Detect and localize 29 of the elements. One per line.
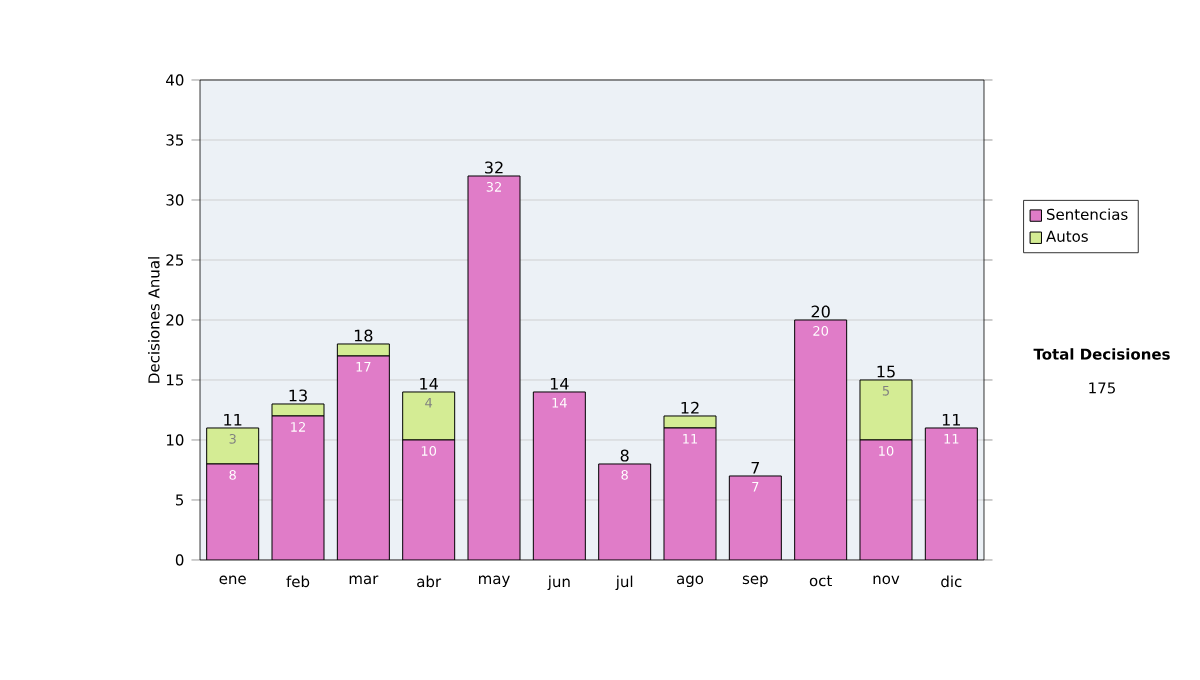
bar [794,319,847,560]
bar [402,391,456,441]
bar [206,463,259,560]
bar [729,475,782,560]
total-label: 7 [751,461,760,474]
bar [664,427,716,560]
bar [336,343,390,357]
total-label: 11 [224,413,242,426]
total-label: 14 [550,377,569,390]
total-label: 12 [681,401,699,414]
bar [468,175,521,560]
total-label: 32 [485,161,503,174]
bar [860,439,912,560]
bar [337,355,390,560]
total-label: 8 [620,449,629,462]
total-label: 20 [811,305,830,318]
total-label: 15 [877,365,895,378]
bar [402,439,455,560]
total-label: 18 [354,329,373,342]
bar [533,391,586,560]
bar [924,427,978,560]
bar [663,415,717,429]
bar [272,415,325,560]
bar [598,463,651,560]
bar [859,379,913,441]
bar [271,403,325,417]
total-label: 11 [942,413,961,426]
total-label: 13 [289,389,307,402]
total-label: 14 [420,377,438,390]
